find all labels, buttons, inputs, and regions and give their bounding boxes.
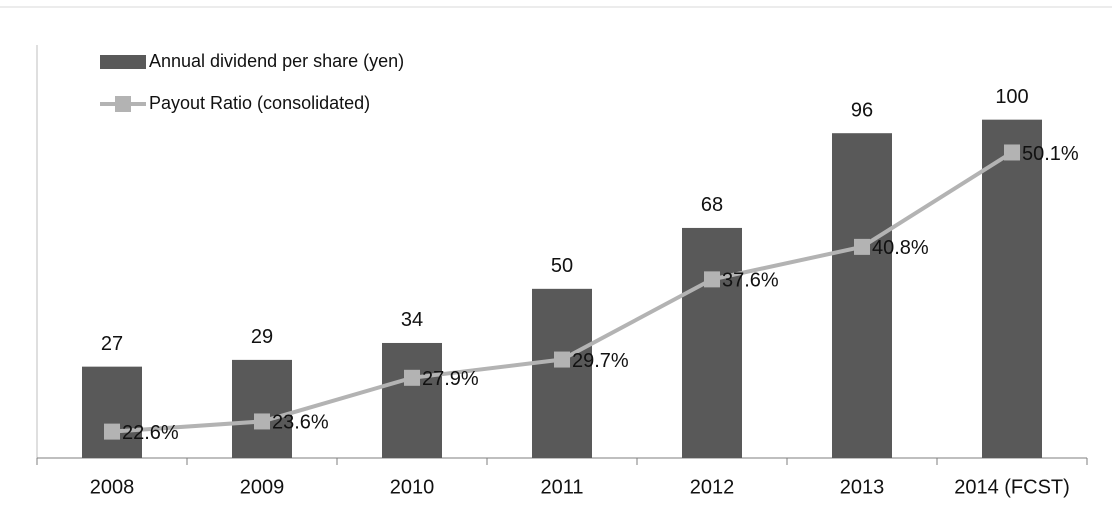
line-label: 22.6% — [122, 422, 179, 444]
bar-label: 29 — [251, 326, 273, 348]
line-label: 50.1% — [1022, 143, 1079, 165]
bar-label: 34 — [401, 309, 423, 331]
x-tick-label: 2008 — [90, 476, 135, 498]
marker — [404, 369, 420, 386]
bar-label: 100 — [995, 86, 1028, 108]
marker — [554, 351, 570, 368]
legend-label: Annual dividend per share (yen) — [149, 51, 404, 71]
bar-label: 27 — [101, 333, 123, 355]
bar — [982, 119, 1042, 459]
marker — [104, 423, 120, 440]
marker — [254, 413, 270, 430]
legend-label: Payout Ratio (consolidated) — [149, 93, 370, 113]
line-label: 27.9% — [422, 368, 479, 390]
bar-label: 96 — [851, 99, 873, 121]
bar-label: 50 — [551, 255, 573, 277]
bar — [382, 342, 442, 458]
x-tick-label: 2009 — [240, 476, 285, 498]
x-tick-label: 2010 — [390, 476, 435, 498]
bar — [82, 366, 142, 458]
line-label: 29.7% — [572, 350, 629, 372]
line-label: 37.6% — [722, 270, 779, 292]
line-label: 40.8% — [872, 237, 929, 259]
x-tick-label: 2014 (FCST) — [954, 476, 1070, 498]
bar — [532, 288, 592, 458]
marker — [1004, 144, 1020, 161]
legend-swatch — [115, 96, 131, 112]
marker — [704, 271, 720, 288]
bar — [832, 133, 892, 458]
line-label: 23.6% — [272, 412, 329, 434]
marker — [854, 238, 870, 255]
bar — [682, 227, 742, 458]
x-tick-label: 2011 — [540, 476, 583, 498]
x-tick-label: 2013 — [840, 476, 885, 498]
bar-label: 68 — [701, 194, 723, 216]
x-tick-label: 2012 — [690, 476, 735, 498]
bar — [232, 359, 292, 458]
legend-swatch — [100, 55, 146, 69]
